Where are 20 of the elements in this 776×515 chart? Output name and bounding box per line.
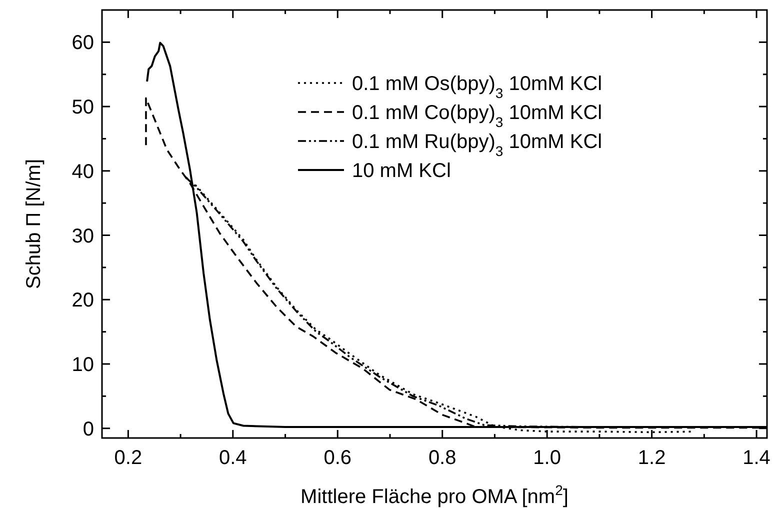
y-tick-label: 40 [72,160,94,183]
y-tick-label: 10 [72,354,94,376]
y-tick-label: 50 [72,96,94,119]
x-tick-label: 0.2 [114,447,142,469]
legend-label: 0.1 mM Co(bpy)$_{3}$ 10mM KCl [352,102,602,130]
y-tick-label: 20 [72,290,94,312]
legend-label: 10 mM KCl [352,160,451,182]
y-tick-label: 60 [72,32,94,54]
legend-label: 0.1 mM Ru(bpy)$_{3}$ 10mM KCl [352,131,602,159]
x-tick-label: 0.6 [324,447,352,469]
y-tick-label: 30 [72,225,94,248]
x-tick-label: 0.4 [219,447,247,469]
y-tick-label: 0 [82,418,94,440]
x-tick-label: 1.0 [533,447,561,469]
x-tick-label: 1.4 [742,447,770,469]
legend-label: 0.1 mM Os(bpy)$_{3}$ 10mM KCl [352,73,602,101]
y-axis-title: Schub Π [N/m] [23,158,45,290]
x-tick-label: 0.8 [428,447,456,469]
x-tick-label: 1.2 [638,447,666,469]
x-axis-title: Mittlere Fläche pro OMA [nm$^{2}$] [300,482,568,508]
